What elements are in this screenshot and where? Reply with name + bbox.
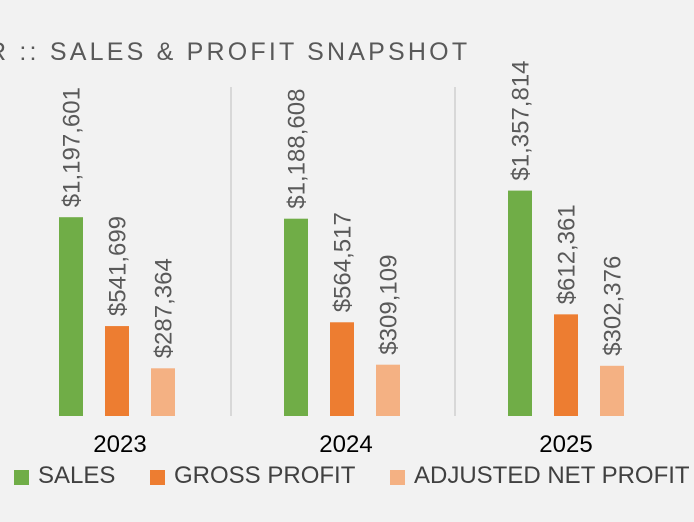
bar-adjusted-net-profit-2023 bbox=[151, 368, 175, 416]
legend: SALES GROSS PROFIT ADJUSTED NET PROFIT bbox=[0, 461, 694, 497]
data-label-adjusted-net-profit-2024: $309,109 bbox=[376, 255, 403, 355]
data-label-adjusted-net-profit-2025: $302,376 bbox=[600, 256, 627, 356]
bar-gross-profit-2024 bbox=[330, 322, 354, 416]
data-label-gross-profit-2023: $541,699 bbox=[105, 216, 132, 316]
data-label-gross-profit-2024: $564,517 bbox=[330, 212, 357, 312]
legend-label-sales: SALES bbox=[38, 462, 116, 489]
bar-adjusted-net-profit-2024 bbox=[376, 364, 400, 416]
legend-label-gross-profit: GROSS PROFIT bbox=[174, 462, 356, 489]
legend-label-adjusted-net-profit: ADJUSTED NET PROFIT bbox=[414, 462, 690, 489]
bar-gross-profit-2023 bbox=[105, 326, 129, 416]
data-label-sales-2024: $1,188,608 bbox=[284, 89, 311, 209]
data-label-sales-2023: $1,197,601 bbox=[59, 87, 86, 207]
legend-swatch-adjusted-net-profit bbox=[390, 470, 405, 485]
category-label-2025: 2025 bbox=[539, 431, 592, 458]
data-label-gross-profit-2025: $612,361 bbox=[554, 204, 581, 304]
bar-sales-2025 bbox=[508, 190, 532, 416]
bar-gross-profit-2025 bbox=[554, 314, 578, 416]
legend-swatch-sales bbox=[14, 470, 29, 485]
legend-swatch-gross-profit bbox=[150, 470, 165, 485]
bar-sales-2024 bbox=[284, 218, 308, 416]
category-label-2023: 2023 bbox=[93, 431, 146, 458]
category-label-2024: 2024 bbox=[319, 431, 372, 458]
bar-adjusted-net-profit-2025 bbox=[600, 365, 624, 416]
chart-title: R :: SALES & PROFIT SNAPSHOT bbox=[0, 38, 471, 66]
data-label-adjusted-net-profit-2023: $287,364 bbox=[151, 258, 178, 358]
data-label-sales-2025: $1,357,814 bbox=[508, 60, 535, 180]
bar-sales-2023 bbox=[59, 217, 83, 416]
